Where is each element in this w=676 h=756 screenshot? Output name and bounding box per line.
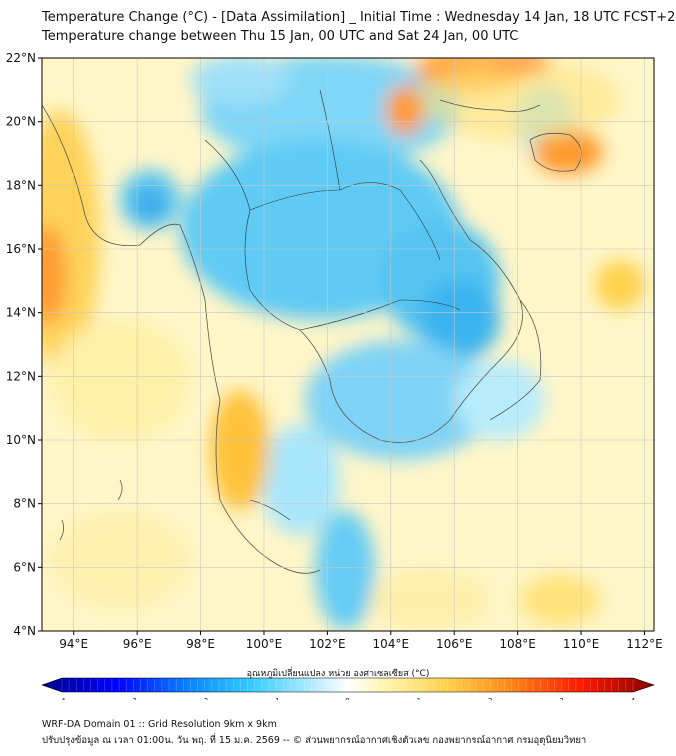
lat-tick-label: 18°N: [6, 178, 36, 192]
latitude-axis: 22°N 20°N 18°N 16°N 14°N 12°N 10°N 8°N 6°N 4°N: [6, 51, 42, 638]
map-subtitle-line2: Temperature change between Thu 15 Jan, 0…: [42, 29, 519, 44]
lat-tick-label: 8°N: [13, 497, 36, 511]
lat-tick-label: 16°N: [6, 242, 36, 256]
lat-tick-label: 14°N: [6, 306, 36, 320]
country-borders: [204, 89, 461, 521]
colorbar-tick-label: 3: [559, 697, 563, 700]
lat-tick-label: 6°N: [13, 560, 36, 574]
colorbar-title: อุณหภูมิเปลี่ยนแปลง หน่วย องศาเซลเซียส (…: [246, 669, 430, 679]
colorbar-tick-label: 1: [417, 697, 421, 700]
footer-model-info: WRF-DA Domain 01 :: Grid Resolution 9km …: [42, 719, 277, 730]
lat-tick-label: 22°N: [6, 51, 36, 65]
footer-update-info: ปรับปรุงข้อมูล ณ เวลา 01:00น. วัน พฤ. ที…: [42, 735, 587, 746]
lon-tick-label: 100°E: [246, 637, 283, 651]
lon-tick-label: 94°E: [59, 637, 88, 651]
lat-tick-label: 4°N: [13, 624, 36, 638]
coastlines: [42, 99, 582, 574]
longitude-axis: 94°E 96°E 98°E 100°E 102°E 104°E 106°E 108°E 110…: [59, 631, 663, 651]
lon-tick-label: 96°E: [123, 637, 152, 651]
map-frame: [41, 57, 655, 632]
lat-tick-label: 12°N: [6, 369, 36, 383]
temperature-change-map: 22°N 20°N 18°N 16°N 14°N 12°N 10°N 8°N 6°N 4°N 94…: [6, 51, 663, 700]
lat-tick-label: 10°N: [6, 433, 36, 447]
colorbar: -4 -3 -2 -1 0 1 2 3 4: [41, 677, 655, 700]
colorbar-tick-label: -1: [273, 697, 280, 700]
lon-tick-label: 102°E: [309, 637, 346, 651]
lon-tick-label: 108°E: [499, 637, 536, 651]
temperature-field: [42, 58, 654, 631]
colorbar-tick-label: -2: [201, 697, 208, 700]
colorbar-tick-label: -3: [130, 697, 137, 700]
colorbar-tick-label: 4: [631, 697, 636, 700]
gridlines: [42, 58, 654, 631]
colorbar-tick-label: 2: [488, 697, 492, 700]
lat-tick-label: 20°N: [6, 115, 36, 129]
lon-tick-label: 110°E: [563, 637, 600, 651]
map-title-line1: Temperature Change (°C) - [Data Assimila…: [42, 10, 676, 25]
colorbar-bar: [41, 677, 655, 693]
lon-tick-label: 104°E: [373, 637, 410, 651]
lon-tick-label: 112°E: [626, 637, 663, 651]
lon-tick-label: 98°E: [186, 637, 215, 651]
lon-tick-label: 106°E: [436, 637, 473, 651]
colorbar-tick-label: 0: [345, 697, 349, 700]
colorbar-tick-label: -4: [59, 697, 67, 700]
